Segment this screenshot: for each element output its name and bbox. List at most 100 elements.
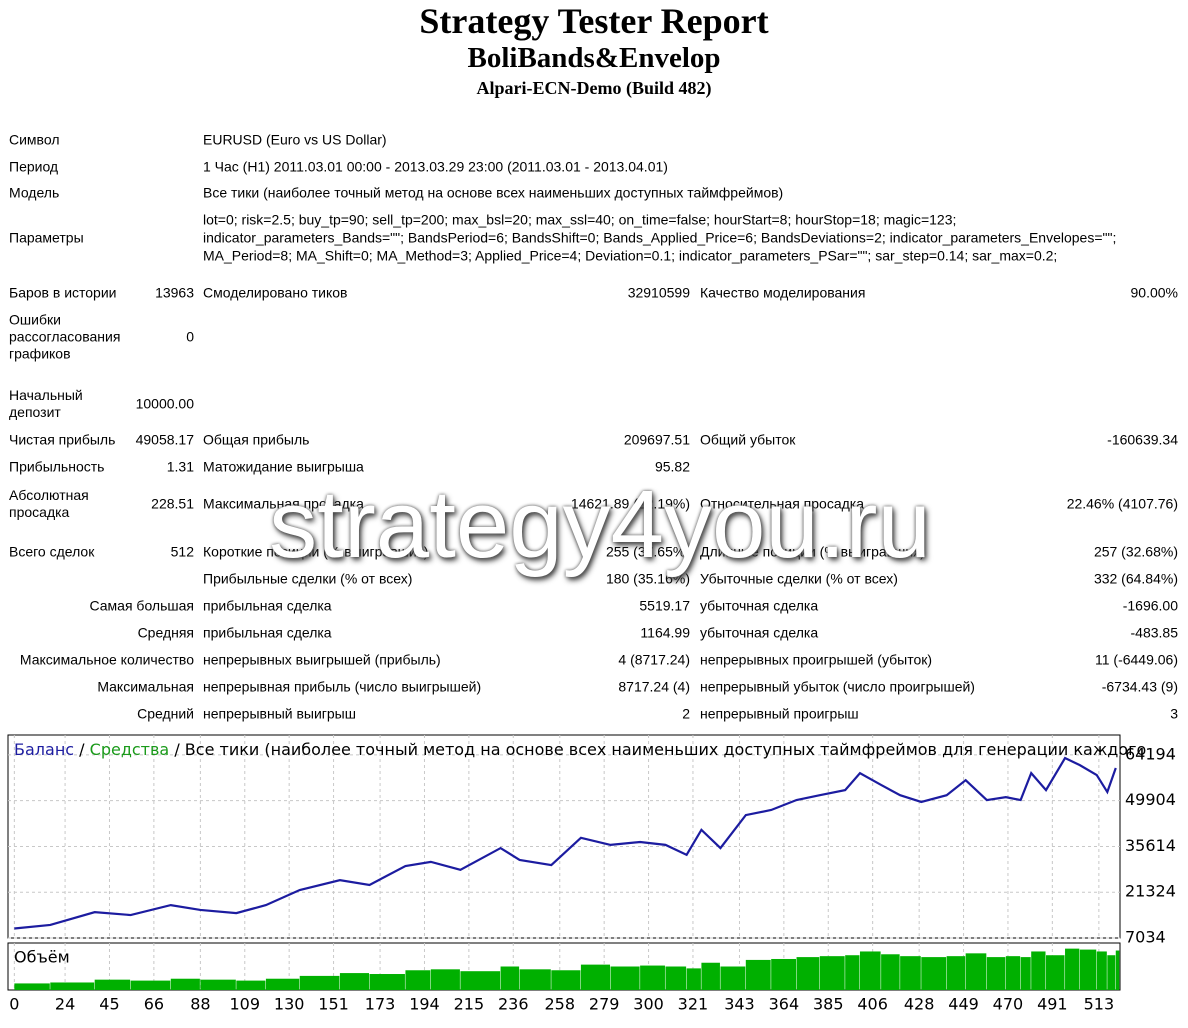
stat-label: Длинные позиции (% выигравших)	[700, 543, 925, 560]
volume-bar	[859, 951, 881, 990]
stat-label: непрерывных выигрышей (прибыль)	[203, 651, 441, 668]
stat-value: 255 (37.65%)	[605, 543, 690, 560]
stat-label: Максимальное количество	[19, 651, 194, 668]
volume-bar	[845, 955, 860, 990]
x-tick-label: 300	[633, 995, 664, 1014]
legend-note: Все тики (наиболее точный метод на основ…	[185, 740, 1147, 759]
report-subtitle: BoliBands&Envelop	[467, 42, 721, 74]
parameter-line: lot=0; risk=2.5; buy_tp=90; sell_tp=200;…	[203, 211, 957, 228]
stat-value: 1.31	[166, 458, 194, 475]
parameter-line: MA_Period=8; MA_Shift=0; MA_Method=3; Ap…	[203, 247, 1058, 264]
stat-value: -160639.34	[1107, 431, 1178, 448]
legend-separator: /	[74, 740, 90, 759]
x-tick-label: 194	[409, 995, 440, 1014]
volume-bar	[1107, 955, 1116, 990]
volume-bar	[686, 968, 701, 990]
y-tick-label: 7034	[1125, 928, 1166, 947]
stat-value: 49058.17	[135, 431, 194, 448]
balance-line	[14, 756, 1117, 930]
stat-label: Средняя	[137, 624, 194, 641]
volume-bar	[460, 971, 501, 990]
x-tick-label: 321	[678, 995, 709, 1014]
stat-value: 228.51	[151, 495, 194, 512]
volume-bar	[551, 970, 581, 990]
stat-value: 1164.99	[640, 624, 690, 641]
x-tick-label: 428	[904, 995, 935, 1014]
x-tick-label: 151	[318, 995, 349, 1014]
stat-label: непрерывный выигрыш	[203, 705, 356, 722]
volume-bar	[519, 969, 551, 990]
x-tick-label: 88	[190, 995, 210, 1014]
stat-label: Прибыльность	[9, 458, 105, 475]
volume-bar	[130, 980, 171, 990]
stat-value: 180 (35.16%)	[605, 570, 690, 587]
volume-bar	[170, 978, 200, 990]
stat-label: непрерывная прибыль (число выигрышей)	[203, 678, 482, 695]
volume-bar	[236, 980, 266, 990]
y-tick-label: 35614	[1125, 836, 1176, 855]
stat-label: Чистая прибыль	[9, 431, 116, 448]
stat-value: 332 (64.84%)	[1093, 570, 1178, 587]
stat-label: Максимальная просадка	[203, 495, 364, 512]
stat-value: 512	[170, 543, 194, 560]
field-value: 1 Час (H1) 2011.03.01 00:00 - 2013.03.29…	[203, 158, 668, 175]
stat-label: Качество моделирования	[700, 284, 866, 301]
stat-label: Самая большая	[89, 597, 195, 614]
x-tick-label: 406	[857, 995, 888, 1014]
stat-value: 14621.89 (22.19%)	[570, 495, 690, 512]
y-tick-label: 64194	[1125, 744, 1176, 763]
stat-label: Начальный депозит	[9, 387, 83, 420]
stat-value: 3	[1170, 705, 1178, 722]
x-tick-label: 0	[9, 995, 19, 1014]
x-tick-label: 385	[813, 995, 844, 1014]
stat-value: 2	[682, 705, 690, 722]
volume-bar	[265, 978, 300, 990]
volume-bar	[14, 983, 50, 990]
stat-label: прибыльная сделка	[203, 624, 332, 641]
volume-bar	[1046, 955, 1065, 990]
volume-bar	[610, 966, 640, 990]
volume-bar	[1115, 950, 1120, 990]
volume-bar	[1079, 949, 1097, 990]
stat-value: -483.85	[1130, 624, 1178, 641]
stat-label: Короткие позиции (% выигравших)	[203, 543, 429, 560]
stat-label: Максимальная	[97, 678, 194, 695]
stat-value: 10000.00	[135, 395, 194, 412]
x-tick-label: 24	[55, 995, 75, 1014]
volume-bar	[1005, 956, 1021, 990]
volume-bar	[881, 954, 900, 990]
legend-entry: Средства	[90, 740, 170, 759]
stat-label: Общий убыток	[700, 431, 796, 448]
stat-label: Матожидание выигрыша	[203, 458, 364, 475]
x-tick-label: 45	[99, 995, 119, 1014]
stat-label: убыточная сделка	[700, 624, 819, 641]
x-tick-label: 66	[144, 995, 164, 1014]
chart-frame	[7, 734, 1121, 939]
legend-entry: Баланс	[14, 740, 74, 759]
stat-value: 5519.17	[639, 597, 690, 614]
stat-label: Убыточные сделки (% от всех)	[700, 570, 898, 587]
stat-label: непрерывных проигрышей (убыток)	[700, 651, 933, 668]
stat-label: Баров в истории	[9, 284, 117, 301]
volume-bar	[771, 958, 797, 990]
volume-bar	[965, 953, 987, 990]
x-tick-label: 215	[454, 995, 485, 1014]
legend-separator: /	[169, 740, 185, 759]
stat-value: 11 (-6449.06)	[1094, 651, 1178, 668]
volume-bar	[900, 956, 921, 990]
volume-bar	[580, 964, 611, 990]
field-label: Параметры	[9, 229, 84, 246]
stat-value: 32910599	[627, 284, 690, 301]
volume-bar	[921, 957, 947, 990]
stat-value: -6734.43 (9)	[1101, 678, 1178, 695]
volume-bar	[986, 957, 1006, 990]
volume-bar	[430, 969, 460, 990]
volume-bar	[1031, 951, 1046, 990]
x-tick-label: 130	[274, 995, 305, 1014]
stat-value: 8717.24 (4)	[618, 678, 690, 695]
field-label: Модель	[9, 184, 60, 201]
x-tick-label: 236	[498, 995, 529, 1014]
x-tick-label: 513	[1084, 995, 1115, 1014]
